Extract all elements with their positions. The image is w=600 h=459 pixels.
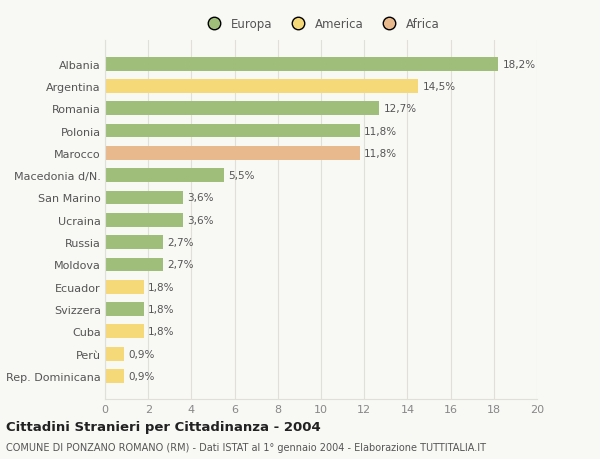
Text: 1,8%: 1,8% (148, 327, 175, 336)
Text: 2,7%: 2,7% (167, 260, 194, 270)
Bar (105, 235, 163, 250)
Bar (105, 302, 144, 316)
Bar (105, 169, 224, 183)
Bar (105, 102, 379, 116)
Legend: Europa, America, Africa: Europa, America, Africa (197, 13, 445, 36)
Text: 2,7%: 2,7% (167, 238, 194, 247)
Text: Cittadini Stranieri per Cittadinanza - 2004: Cittadini Stranieri per Cittadinanza - 2… (6, 420, 321, 433)
Bar (105, 146, 360, 161)
Text: 14,5%: 14,5% (422, 82, 455, 92)
Text: 12,7%: 12,7% (383, 104, 417, 114)
Bar (105, 57, 498, 72)
Text: 0,9%: 0,9% (129, 349, 155, 359)
Bar (105, 191, 183, 205)
Text: COMUNE DI PONZANO ROMANO (RM) - Dati ISTAT al 1° gennaio 2004 - Elaborazione TUT: COMUNE DI PONZANO ROMANO (RM) - Dati IST… (6, 442, 486, 452)
Bar (105, 325, 144, 339)
Text: 18,2%: 18,2% (502, 60, 536, 69)
Text: 1,8%: 1,8% (148, 282, 175, 292)
Text: 11,8%: 11,8% (364, 126, 397, 136)
Bar (105, 280, 144, 294)
Text: 1,8%: 1,8% (148, 304, 175, 314)
Text: 5,5%: 5,5% (228, 171, 254, 181)
Text: 3,6%: 3,6% (187, 193, 214, 203)
Text: 11,8%: 11,8% (364, 149, 397, 158)
Bar (105, 80, 418, 94)
Text: 0,9%: 0,9% (129, 371, 155, 381)
Bar (105, 213, 183, 227)
Bar (105, 347, 124, 361)
Bar (105, 258, 163, 272)
Bar (105, 124, 360, 138)
Bar (105, 369, 124, 383)
Text: 3,6%: 3,6% (187, 215, 214, 225)
